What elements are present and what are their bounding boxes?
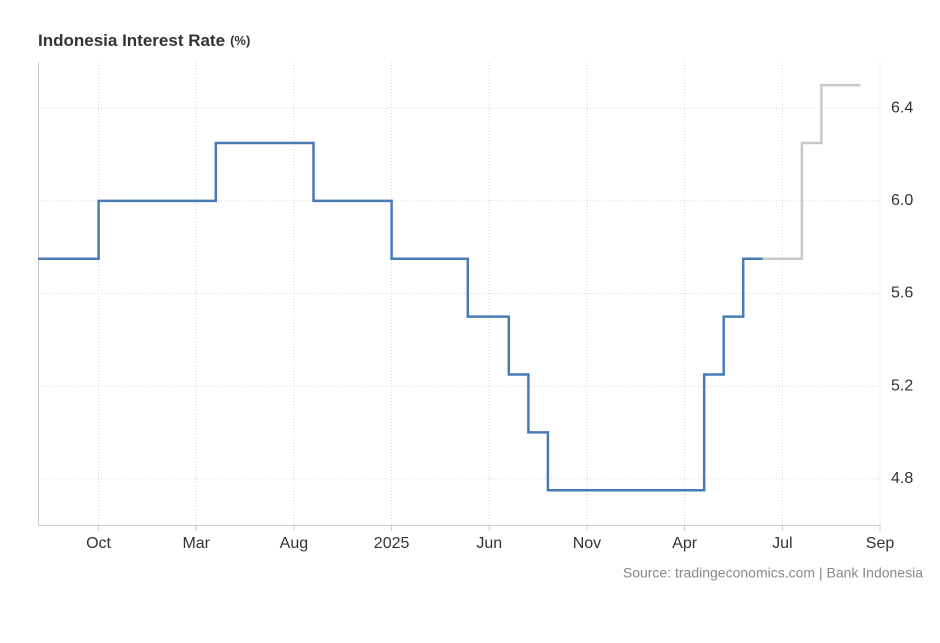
title-unit: (%) xyxy=(230,33,250,48)
x-tick-label: Nov xyxy=(573,535,601,552)
source: Source: tradingeconomics.com | Bank Indo… xyxy=(623,565,923,581)
y-tick-label: 5.2 xyxy=(891,377,913,394)
title-text: Indonesia Interest Rate xyxy=(38,31,225,50)
x-tick-label: Jul xyxy=(772,535,792,552)
y-tick-label: 6.4 xyxy=(891,100,913,117)
x-tick-label: Jun xyxy=(476,535,502,552)
y-tick-label: 6.0 xyxy=(891,192,913,209)
step-line xyxy=(762,83,861,261)
x-tick-label: Oct xyxy=(86,535,111,552)
x-tick-label: Mar xyxy=(182,535,210,552)
x-tick-label: 2025 xyxy=(374,535,410,552)
chart-title: Indonesia Interest Rate (%) xyxy=(38,31,250,50)
x-tick-label: Sep xyxy=(866,535,895,552)
x-tick-label: Apr xyxy=(672,535,698,552)
y-tick-label: 4.8 xyxy=(891,470,913,487)
step-line xyxy=(38,141,763,492)
y-tick-label: 5.6 xyxy=(891,285,913,302)
x-tick-label: Aug xyxy=(280,535,308,552)
